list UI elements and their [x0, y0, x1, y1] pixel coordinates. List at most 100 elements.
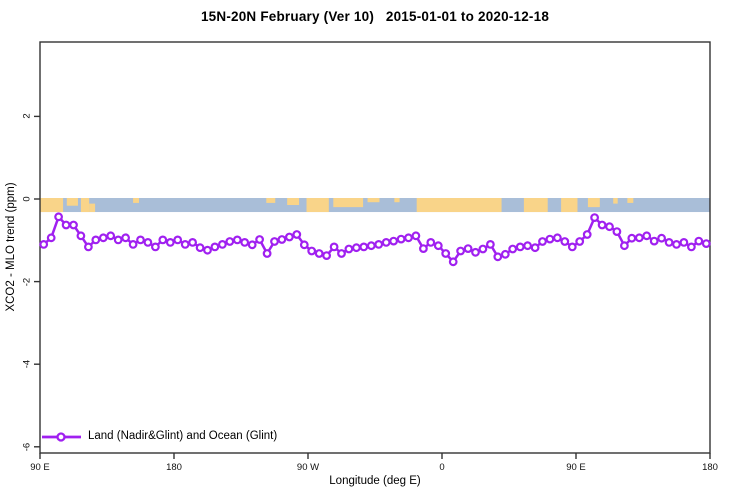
map-band-land-patch	[587, 198, 600, 208]
data-point	[545, 234, 555, 244]
data-point	[634, 233, 644, 243]
data-point	[247, 240, 257, 250]
data-point	[597, 220, 607, 230]
data-point	[46, 233, 56, 243]
data-point	[285, 232, 294, 242]
data-point	[419, 244, 428, 254]
data-point	[433, 241, 443, 251]
data-point	[359, 242, 369, 252]
map-band-land-patch	[523, 198, 548, 213]
data-point	[463, 244, 473, 254]
data-point	[687, 242, 696, 252]
y-axis-title: XCO2 - MLO trend (ppm)	[5, 182, 17, 312]
data-point	[567, 242, 577, 252]
data-point	[471, 247, 480, 257]
data-point	[426, 237, 436, 247]
data-point	[143, 237, 153, 247]
data-point	[210, 242, 220, 252]
data-point	[389, 236, 399, 246]
x-axis-title: Longitude (deg E)	[329, 475, 421, 487]
data-point	[478, 244, 488, 254]
map-band-land-patch	[89, 203, 96, 213]
data-point	[39, 239, 49, 249]
data-point	[612, 227, 622, 237]
data-point	[113, 235, 123, 245]
data-point	[701, 239, 711, 249]
data-point	[217, 239, 227, 249]
map-band-land-patch	[367, 198, 380, 203]
map-band-land-patch	[66, 198, 78, 206]
data-point	[314, 249, 324, 258]
data-point	[672, 239, 681, 249]
data-point	[508, 244, 518, 254]
data-point	[158, 235, 168, 245]
data-point	[203, 245, 212, 255]
data-point	[515, 242, 525, 252]
data-point	[448, 257, 458, 267]
map-band-land-patch	[40, 198, 64, 213]
data-point	[366, 241, 376, 251]
data-point	[255, 235, 265, 244]
data-point	[91, 235, 101, 245]
data-point	[98, 233, 108, 243]
map-band-land-patch	[80, 198, 90, 213]
data-point	[83, 242, 93, 252]
data-point	[128, 239, 138, 249]
data-point	[441, 249, 451, 258]
data-point	[352, 243, 361, 253]
data-point	[605, 222, 614, 232]
plot-border	[39, 41, 711, 454]
map-band-land-patch	[394, 198, 400, 203]
data-point	[642, 231, 652, 241]
data-point	[493, 252, 503, 262]
data-point	[627, 233, 637, 243]
data-point	[664, 237, 674, 247]
data-point	[500, 249, 510, 259]
data-point	[396, 234, 406, 244]
data-point	[240, 237, 250, 247]
data-point	[530, 243, 540, 253]
data-point	[560, 237, 570, 246]
data-point	[344, 244, 354, 254]
data-point	[76, 231, 86, 241]
data-point	[649, 236, 659, 246]
data-point	[381, 237, 391, 247]
legend-marker-icon	[56, 432, 66, 442]
data-point	[188, 237, 198, 247]
data-point	[292, 230, 302, 239]
data-point	[553, 233, 562, 243]
data-point	[232, 235, 242, 245]
data-point	[486, 239, 495, 249]
data-point	[262, 249, 272, 258]
map-band-land-patch	[627, 198, 634, 203]
data-point	[121, 233, 130, 243]
data-point	[404, 233, 413, 243]
map-band-land-patch	[613, 198, 618, 204]
data-point	[337, 249, 346, 258]
chart-title: 15N-20N February (Ver 10) 2015-01-01 to …	[200, 9, 550, 24]
data-point	[136, 235, 145, 245]
data-point	[329, 242, 339, 252]
map-band-land-patch	[416, 198, 502, 213]
map-band-land-patch	[133, 198, 140, 203]
map-band-land-patch	[287, 198, 300, 206]
data-point	[575, 237, 585, 246]
data-point	[299, 240, 309, 250]
data-point	[54, 212, 63, 222]
data-point	[270, 237, 279, 246]
data-point	[456, 246, 466, 256]
data-point	[538, 237, 547, 246]
data-point	[694, 236, 704, 246]
data-point	[523, 241, 532, 251]
map-band-land-patch	[306, 198, 329, 213]
data-point	[679, 237, 689, 247]
data-point	[150, 242, 160, 252]
data-point	[106, 231, 116, 241]
data-point	[61, 220, 71, 230]
data-point	[165, 237, 175, 247]
data-point	[225, 237, 235, 246]
data-point	[411, 231, 421, 241]
data-point	[322, 251, 332, 261]
map-band-land-patch	[333, 198, 364, 208]
